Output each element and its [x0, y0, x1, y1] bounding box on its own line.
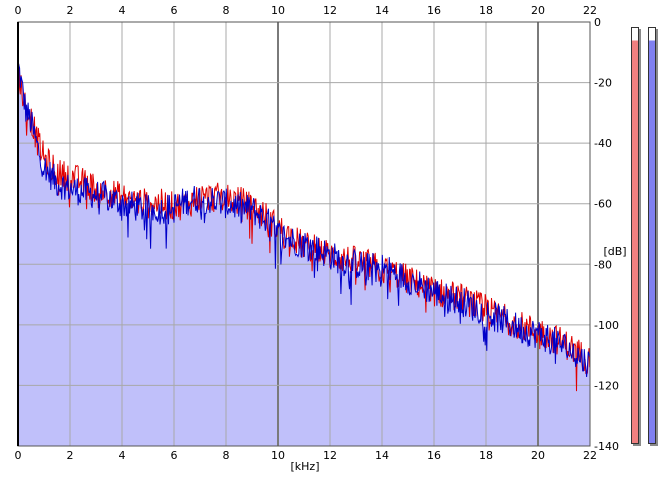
y-tick-label: -20 [594, 77, 612, 90]
x-tick-label-bottom: 22 [583, 449, 597, 462]
y-tick-label: -100 [594, 319, 619, 332]
x-tick-label-top: 18 [479, 4, 493, 17]
x-tick-label-bottom: 20 [531, 449, 545, 462]
y-axis-label: [dB] [603, 245, 626, 258]
y-tick-label: -80 [594, 258, 612, 271]
x-tick-label-bottom: 6 [171, 449, 178, 462]
x-tick-label-bottom: 8 [223, 449, 230, 462]
x-tick-label-top: 12 [323, 4, 337, 17]
x-tick-label-bottom: 12 [323, 449, 337, 462]
x-tick-label-bottom: 14 [375, 449, 389, 462]
left-channel-level-meter [631, 27, 639, 444]
y-tick-label: 0 [594, 16, 601, 29]
x-tick-label-bottom: 0 [15, 449, 22, 462]
right-channel-level-meter [648, 27, 656, 444]
x-tick-label-top: 4 [119, 4, 126, 17]
y-tick-label: -140 [594, 440, 619, 453]
series-line-blue [17, 59, 591, 377]
x-tick-label-top: 20 [531, 4, 545, 17]
y-tick-label: -60 [594, 198, 612, 211]
x-tick-label-top: 22 [583, 4, 597, 17]
x-axis-label: [kHz] [291, 460, 320, 473]
y-tick-label: -40 [594, 137, 612, 150]
x-tick-label-top: 8 [223, 4, 230, 17]
x-tick-label-top: 16 [427, 4, 441, 17]
x-tick-label-bottom: 18 [479, 449, 493, 462]
x-tick-label-top: 14 [375, 4, 389, 17]
x-tick-label-bottom: 16 [427, 449, 441, 462]
x-tick-label-top: 0 [15, 4, 22, 17]
y-tick-label: -120 [594, 379, 619, 392]
x-tick-label-top: 2 [67, 4, 74, 17]
x-tick-label-bottom: 2 [67, 449, 74, 462]
x-tick-label-bottom: 4 [119, 449, 126, 462]
x-tick-label-top: 10 [271, 4, 285, 17]
x-tick-label-bottom: 10 [271, 449, 285, 462]
x-tick-label-top: 6 [171, 4, 178, 17]
